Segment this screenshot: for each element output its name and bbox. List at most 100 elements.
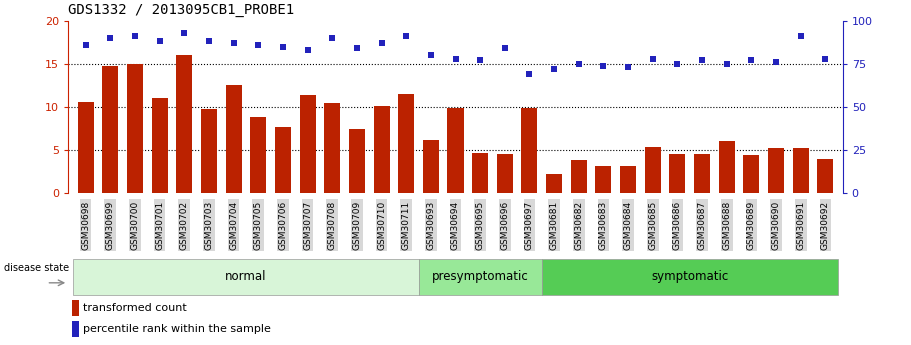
Text: GSM30693: GSM30693	[426, 200, 435, 250]
Text: GSM30688: GSM30688	[722, 200, 732, 250]
Point	[522, 71, 537, 77]
Bar	[670, 154, 685, 193]
Text: GSM30699: GSM30699	[106, 200, 115, 250]
Bar	[743, 155, 760, 193]
Bar	[374, 106, 390, 193]
Point	[596, 63, 610, 68]
Bar	[719, 141, 735, 193]
Text: GSM30690: GSM30690	[772, 200, 781, 250]
Bar	[596, 166, 611, 193]
Text: GSM30707: GSM30707	[303, 200, 312, 250]
Point	[547, 66, 561, 72]
FancyBboxPatch shape	[418, 259, 542, 295]
Bar	[546, 174, 562, 193]
Point	[720, 61, 734, 67]
Text: GSM30705: GSM30705	[253, 200, 262, 250]
Text: GSM30701: GSM30701	[155, 200, 164, 250]
Bar	[226, 86, 241, 193]
Bar	[768, 148, 784, 193]
Point	[448, 56, 463, 61]
Bar	[620, 166, 636, 193]
Point	[103, 35, 118, 41]
Bar	[447, 108, 464, 193]
Bar	[72, 322, 79, 337]
Text: GSM30692: GSM30692	[821, 200, 830, 250]
Text: GSM30702: GSM30702	[179, 200, 189, 250]
Bar	[102, 66, 118, 193]
Point	[78, 42, 93, 48]
Point	[226, 40, 241, 46]
Bar	[496, 154, 513, 193]
Point	[646, 56, 660, 61]
Text: GSM30703: GSM30703	[204, 200, 213, 250]
Point	[325, 35, 340, 41]
Text: transformed count: transformed count	[83, 303, 187, 313]
Text: GSM30683: GSM30683	[599, 200, 608, 250]
Point	[818, 56, 833, 61]
Bar	[817, 159, 834, 193]
Bar	[521, 108, 537, 193]
Point	[301, 47, 315, 53]
Bar	[127, 64, 143, 193]
Point	[276, 44, 291, 49]
Point	[793, 33, 808, 39]
Bar	[151, 98, 168, 193]
Text: GSM30682: GSM30682	[574, 200, 583, 250]
Text: GSM30696: GSM30696	[500, 200, 509, 250]
Text: GSM30691: GSM30691	[796, 200, 805, 250]
Text: GSM30695: GSM30695	[476, 200, 485, 250]
Text: GSM30694: GSM30694	[451, 200, 460, 250]
Bar	[300, 95, 315, 193]
Text: GSM30681: GSM30681	[549, 200, 558, 250]
Text: GSM30710: GSM30710	[377, 200, 386, 250]
Point	[201, 39, 216, 44]
Text: GSM30687: GSM30687	[698, 200, 707, 250]
Text: GSM30686: GSM30686	[673, 200, 682, 250]
Text: percentile rank within the sample: percentile rank within the sample	[83, 324, 271, 334]
Bar	[324, 103, 340, 193]
Text: disease state: disease state	[4, 263, 69, 273]
Point	[620, 65, 635, 70]
Point	[695, 58, 710, 63]
Point	[744, 58, 759, 63]
Bar	[398, 94, 415, 193]
Bar	[251, 117, 266, 193]
Point	[152, 39, 167, 44]
Text: GSM30685: GSM30685	[649, 200, 658, 250]
Bar	[645, 148, 660, 193]
Text: presymptomatic: presymptomatic	[432, 270, 528, 283]
Point	[177, 30, 191, 36]
Text: GDS1332 / 2013095CB1_PROBE1: GDS1332 / 2013095CB1_PROBE1	[68, 3, 294, 17]
Bar	[472, 152, 488, 193]
Point	[374, 40, 389, 46]
Bar	[793, 148, 809, 193]
Bar	[423, 140, 439, 193]
Bar	[571, 160, 587, 193]
Text: symptomatic: symptomatic	[651, 270, 729, 283]
Bar	[275, 127, 291, 193]
Point	[399, 33, 414, 39]
Text: GSM30700: GSM30700	[130, 200, 139, 250]
Text: GSM30684: GSM30684	[624, 200, 632, 250]
Text: GSM30689: GSM30689	[747, 200, 756, 250]
Point	[128, 33, 142, 39]
FancyBboxPatch shape	[73, 259, 418, 295]
Bar	[694, 155, 710, 193]
Point	[571, 61, 586, 67]
Text: GSM30711: GSM30711	[402, 200, 411, 250]
Point	[424, 52, 438, 58]
Point	[350, 46, 364, 51]
Bar	[77, 102, 94, 193]
Point	[769, 59, 783, 65]
FancyBboxPatch shape	[542, 259, 838, 295]
Text: GSM30698: GSM30698	[81, 200, 90, 250]
Text: GSM30697: GSM30697	[525, 200, 534, 250]
Text: GSM30706: GSM30706	[279, 200, 287, 250]
Point	[670, 61, 685, 67]
Bar	[349, 129, 365, 193]
Point	[473, 58, 487, 63]
Text: GSM30709: GSM30709	[353, 200, 362, 250]
Text: GSM30708: GSM30708	[328, 200, 337, 250]
Text: GSM30704: GSM30704	[229, 200, 238, 250]
Text: normal: normal	[225, 270, 267, 283]
